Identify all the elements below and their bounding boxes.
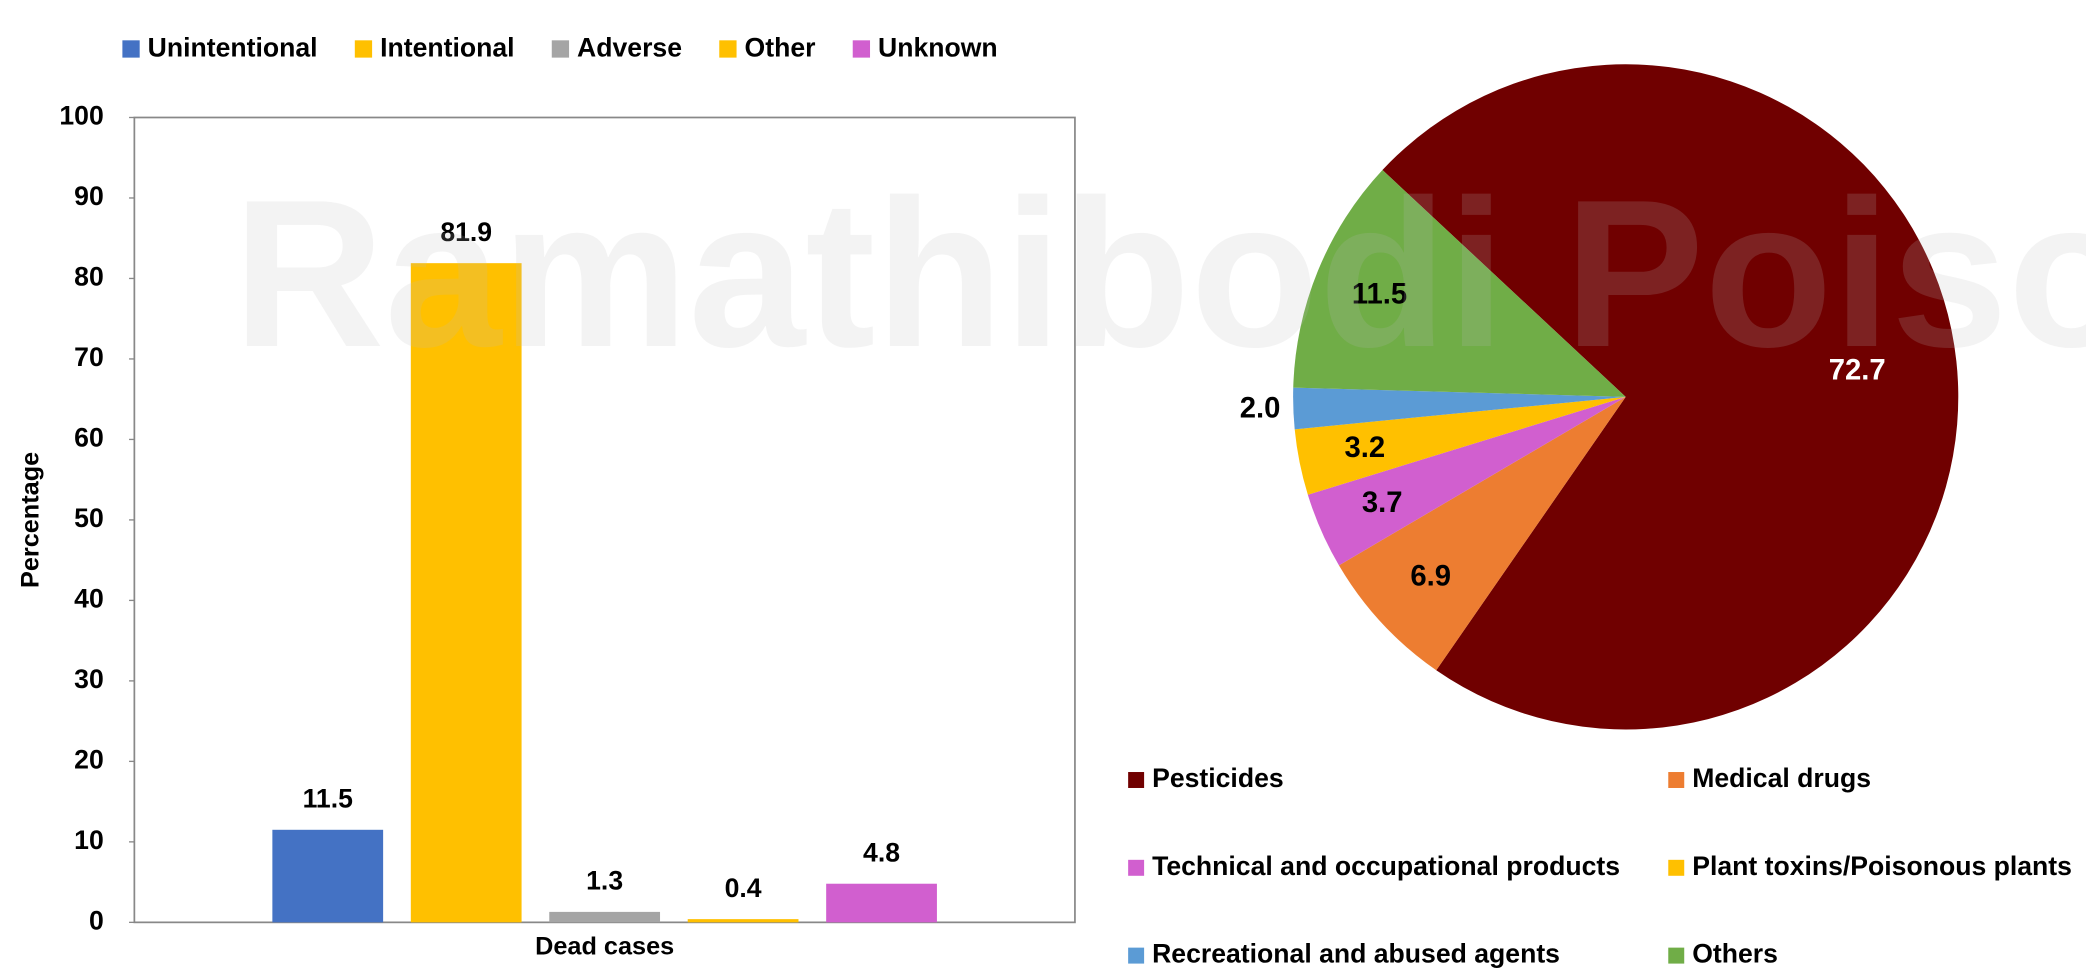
legend-swatch [1668, 947, 1685, 964]
data-label: 1.3 [586, 866, 623, 896]
data-label: 72.7 [1829, 355, 1886, 387]
legend-label: Intentional [380, 33, 514, 63]
legend-swatch [1128, 947, 1145, 964]
pie-slice [1382, 64, 1959, 730]
y-tick-label: 30 [74, 664, 104, 694]
y-tick-label: 90 [74, 181, 104, 211]
pie-slice [1293, 387, 1626, 430]
legend-label: Plant toxins/Poisonous plants [1692, 851, 2072, 881]
data-label: 11.5 [303, 784, 354, 814]
legend-label: Pesticides [1152, 763, 1284, 793]
legend-swatch [1128, 772, 1145, 788]
data-label: 0.4 [725, 873, 762, 903]
legend-swatch [122, 40, 140, 58]
x-tick-label: Dead cases [535, 932, 674, 960]
legend-swatch [1668, 859, 1685, 876]
bar [272, 829, 384, 923]
bar [410, 263, 522, 923]
data-label: 4.8 [863, 837, 900, 867]
data-label: 3.2 [1345, 432, 1386, 464]
data-label: 2.0 [1240, 392, 1281, 424]
watermark: Ramathibodi Poison [233, 156, 2086, 391]
legend-label: Unintentional [148, 33, 318, 63]
legend-label: Medical drugs [1692, 763, 1871, 793]
legend-swatch [1668, 772, 1685, 788]
legend-swatch [551, 40, 570, 58]
legend-swatch [354, 40, 373, 58]
y-tick-label: 40 [74, 583, 104, 613]
data-label: 11.5 [1352, 279, 1407, 311]
data-label: 81.9 [440, 217, 492, 247]
y-tick-label: 60 [74, 422, 104, 452]
data-label: 3.7 [1362, 487, 1403, 519]
y-tick-label: 10 [74, 825, 104, 855]
legend-label: Others [1692, 939, 1778, 968]
legend-label: Recreational and abused agents [1152, 939, 1560, 968]
bar [826, 883, 937, 923]
data-label: 6.9 [1410, 561, 1451, 593]
legend-label: Other [745, 33, 816, 63]
y-tick-label: 70 [74, 342, 104, 372]
pie-slice [1294, 396, 1626, 495]
y-tick-label: 80 [74, 261, 104, 291]
pie-slice [1293, 170, 1626, 397]
y-tick-label: 20 [74, 744, 104, 774]
legend-label: Technical and occupational products [1152, 851, 1620, 881]
legend-swatch [719, 40, 737, 58]
y-tick-label: 100 [59, 101, 103, 131]
pie-slice [1307, 396, 1626, 566]
bar [687, 919, 799, 923]
y-axis-label: Percentage [17, 452, 45, 588]
legend-swatch [852, 40, 871, 58]
legend-label: Unknown [878, 33, 998, 63]
legend-label: Adverse [577, 33, 682, 63]
y-tick-label: 0 [89, 905, 104, 935]
legend-swatch [1128, 859, 1145, 876]
pie-slice [1338, 396, 1626, 671]
y-tick-label: 50 [74, 503, 104, 533]
bar [549, 911, 661, 923]
